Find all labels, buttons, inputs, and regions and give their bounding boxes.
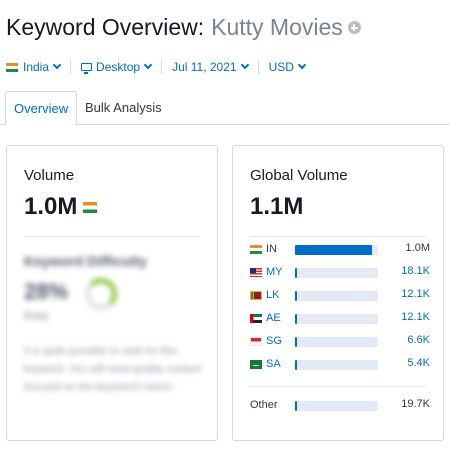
country-volume[interactable]: 6.6K (407, 334, 430, 346)
volume-bar (295, 360, 298, 370)
date-dropdown[interactable]: Jul 11, 2021 (172, 60, 249, 74)
volume-bar-track (295, 245, 378, 255)
filter-bar: India Desktop Jul 11, 2021 USD (6, 60, 307, 74)
country-label: India (23, 60, 50, 74)
card-divider (24, 236, 200, 237)
country-volume[interactable]: 12.1K (401, 311, 430, 323)
volume-bar-track (295, 314, 378, 324)
india-flag-icon (83, 201, 98, 213)
device-dropdown[interactable]: Desktop (81, 60, 153, 74)
volume-bar (295, 401, 298, 411)
volume-bar (295, 245, 373, 255)
volume-bar (295, 291, 298, 301)
volume-bar-track (295, 401, 378, 411)
india-flag-icon (250, 244, 262, 254)
tab-bar: Overview Bulk Analysis (0, 91, 450, 126)
other-volume: 19.7K (401, 398, 430, 410)
uae-flag-icon (250, 313, 262, 323)
tab-bulk-analysis[interactable]: Bulk Analysis (85, 100, 162, 115)
page-title-prefix: Keyword Overview: (6, 14, 205, 40)
country-code[interactable]: SG (266, 335, 282, 347)
volume-bar-track (295, 268, 378, 278)
country-code: IN (266, 243, 277, 255)
chevron-down-icon (52, 60, 62, 70)
india-flag-icon (6, 62, 18, 72)
keyword-difficulty-title: Keyword Difficulty (24, 253, 147, 269)
country-volume[interactable]: 18.1K (401, 265, 430, 277)
filter-divider (257, 60, 259, 74)
currency-label: USD (268, 60, 294, 74)
keyword-difficulty-rating: Easy (24, 310, 49, 322)
card-divider (250, 236, 426, 237)
country-volume: 1.0M (405, 242, 430, 254)
country-code[interactable]: MY (266, 266, 283, 278)
device-label: Desktop (96, 60, 141, 74)
singapore-flag-icon (250, 336, 262, 346)
global-volume-card: Global Volume 1.1M IN 1.0M MY 18.1K LK 1… (232, 145, 444, 441)
volume-label: Volume (24, 167, 75, 184)
date-label: Jul 11, 2021 (172, 60, 237, 74)
country-row-in: IN 1.0M (250, 240, 430, 258)
country-row-ae[interactable]: AE 12.1K (250, 309, 430, 327)
volume-bar-track (295, 337, 378, 347)
country-row-my[interactable]: MY 18.1K (250, 263, 430, 281)
volume-value: 1.0M (24, 193, 78, 220)
difficulty-gauge-icon (85, 278, 117, 310)
keyword-name: Kutty Movies (211, 14, 343, 40)
page-title: Keyword Overview: Kutty Movies (6, 14, 361, 41)
chevron-down-icon (143, 60, 153, 70)
global-volume-label: Global Volume (250, 167, 348, 184)
country-row-lk[interactable]: LK 12.1K (250, 286, 430, 304)
country-code[interactable]: SA (266, 358, 281, 370)
card-divider (250, 386, 426, 387)
volume-bar-track (295, 291, 378, 301)
other-label: Other (250, 399, 278, 411)
sri-lanka-flag-icon (250, 290, 262, 300)
tab-overview[interactable]: Overview (5, 91, 78, 126)
malaysia-flag-icon (250, 267, 262, 277)
keyword-difficulty-description: It is quite possible to rank for this ke… (24, 345, 201, 393)
volume-bar (295, 268, 298, 278)
add-keyword-plus-icon[interactable] (347, 21, 361, 34)
country-code[interactable]: LK (266, 289, 280, 301)
country-code[interactable]: AE (266, 312, 281, 324)
volume-bar (295, 337, 298, 347)
volume-value-row: 1.0M (24, 193, 98, 221)
keyword-difficulty-value: 28% (24, 279, 69, 304)
country-row-sg[interactable]: SG 6.6K (250, 332, 430, 350)
volume-card: Volume 1.0M Keyword Difficulty 28% Easy … (6, 145, 218, 441)
chevron-down-icon (297, 60, 307, 70)
country-row-other: Other 19.7K (250, 396, 430, 414)
filter-divider (70, 60, 72, 74)
volume-bar (295, 314, 298, 324)
country-row-sa[interactable]: SA 5.4K (250, 355, 430, 373)
currency-dropdown[interactable]: USD (268, 60, 307, 74)
global-volume-value: 1.1M (250, 193, 304, 220)
saudi-arabia-flag-icon (250, 359, 262, 369)
filter-divider (161, 60, 163, 74)
country-dropdown[interactable]: India (6, 60, 62, 74)
country-volume[interactable]: 12.1K (401, 288, 430, 300)
chevron-down-icon (240, 60, 249, 70)
volume-bar-track (295, 360, 378, 370)
country-volume[interactable]: 5.4K (407, 357, 430, 369)
desktop-monitor-icon (81, 63, 93, 74)
